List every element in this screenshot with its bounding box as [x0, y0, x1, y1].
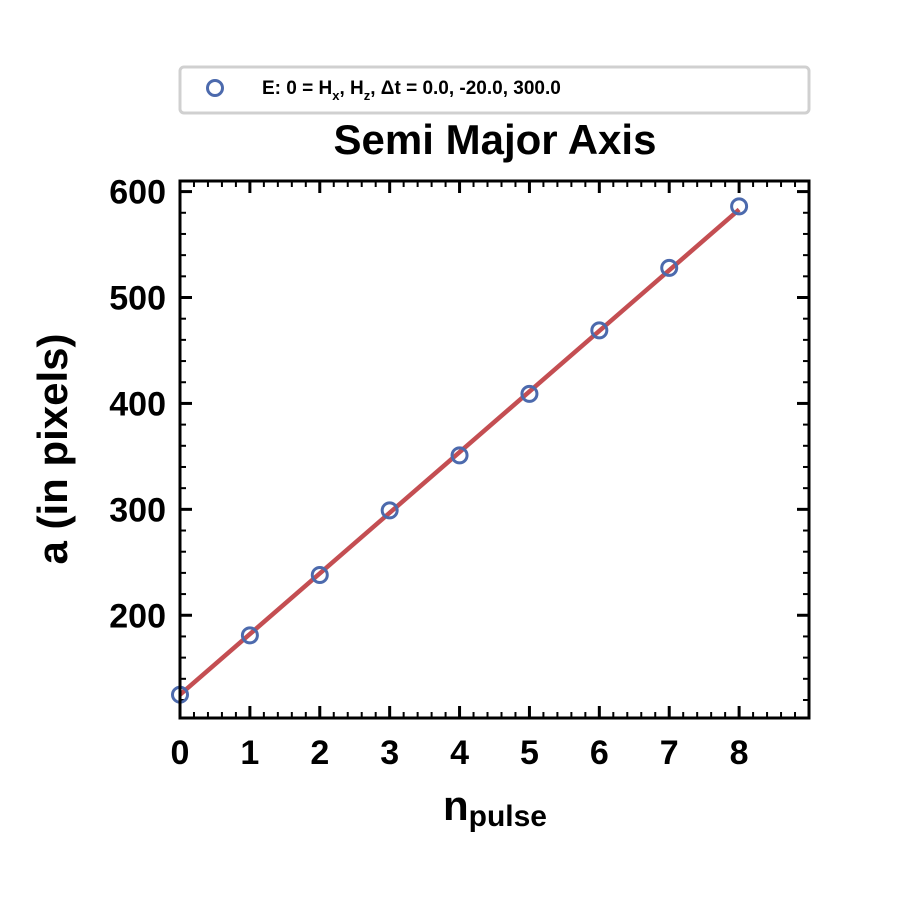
data-point	[590, 321, 609, 340]
x-tick-label: 1	[240, 734, 259, 772]
data-point	[310, 566, 329, 585]
y-tick-label: 600	[109, 174, 166, 212]
fit-line	[178, 207, 741, 697]
x-axis-label-sub: pulse	[469, 800, 547, 833]
legend-frame	[178, 65, 811, 115]
y-tick-label: 200	[109, 597, 166, 635]
y-tick-label: 400	[109, 385, 166, 423]
data-point	[520, 384, 539, 403]
tick-labels-layer: 0 1 2 3 4 5 6 7 8 200 300 400 500 600	[109, 174, 748, 772]
x-axis-label-main: n	[443, 782, 469, 829]
points-layer	[171, 197, 749, 704]
legend-marker	[206, 79, 224, 97]
x-tick-label: 3	[380, 734, 399, 772]
y-tick-label: 300	[109, 491, 166, 529]
ticks-layer	[178, 181, 809, 718]
data-point	[660, 258, 679, 277]
chart-title: Semi Major Axis	[334, 116, 657, 163]
data-point	[240, 626, 259, 645]
x-tick-label: 2	[310, 734, 329, 772]
x-tick-label: 6	[590, 734, 609, 772]
legend-label: E: 0 = Hx, Hz, Δt = 0.0, -20.0, 300.0	[262, 78, 561, 103]
data-point	[730, 197, 749, 216]
plot-frame	[178, 179, 811, 720]
x-axis-label: npulse	[443, 782, 547, 833]
x-tick-label: 7	[660, 734, 679, 772]
y-axis-label: a (in pixels)	[29, 333, 76, 564]
fit-layer	[178, 207, 741, 697]
y-tick-label: 500	[109, 280, 166, 318]
legend: E: 0 = Hx, Hz, Δt = 0.0, -20.0, 300.0	[178, 65, 811, 115]
x-tick-label: 5	[520, 734, 539, 772]
x-tick-label: 8	[730, 734, 749, 772]
x-tick-label: 4	[450, 734, 469, 772]
data-point	[380, 501, 399, 520]
data-point	[450, 446, 469, 465]
x-tick-label: 0	[171, 734, 190, 772]
